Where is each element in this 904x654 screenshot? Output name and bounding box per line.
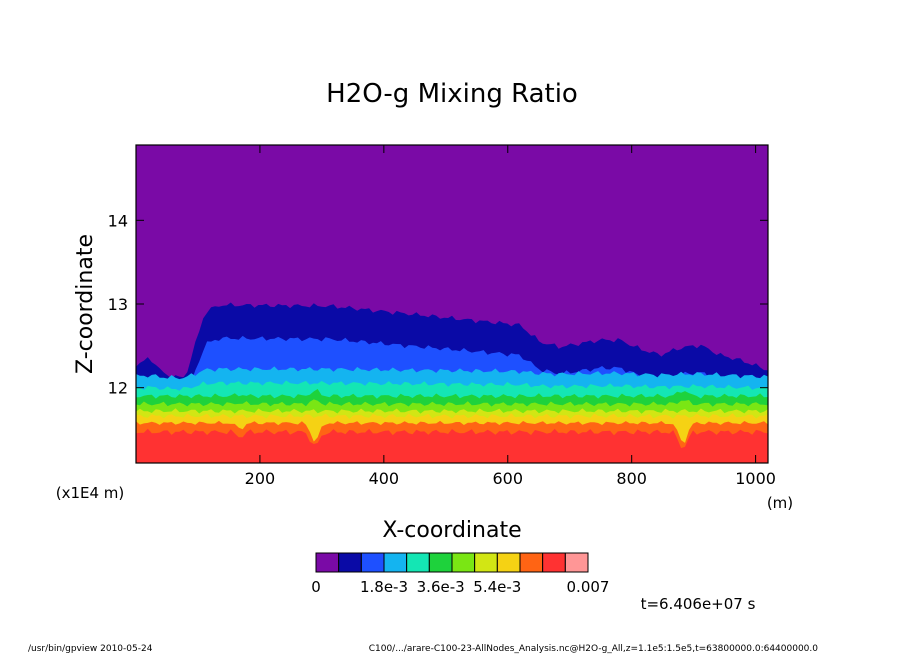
- colorbar-swatch: [474, 552, 498, 573]
- colorbar-swatch: [542, 552, 566, 573]
- x-tick-label: 1000: [735, 469, 776, 488]
- x-tick-label: 600: [492, 469, 523, 488]
- x-tick-label: 800: [616, 469, 647, 488]
- y-tick-label: 14: [108, 211, 128, 230]
- colorbar-label: 1.8e-3: [360, 578, 408, 596]
- colorbar-swatch: [428, 552, 453, 573]
- colorbar-swatch: [519, 552, 544, 573]
- x-tick-label: 400: [369, 469, 400, 488]
- footer-right: C100/.../arare-C100-23-AllNodes_Analysis…: [369, 644, 819, 654]
- y-axis-label: Z-coordinate: [73, 234, 98, 374]
- colorbar-swatch: [451, 552, 476, 573]
- colorbar-swatch: [496, 552, 521, 573]
- colorbar-label: 3.6e-3: [417, 578, 465, 596]
- time-label: t=6.406e+07 s: [641, 595, 756, 613]
- colorbar-swatch: [406, 552, 430, 573]
- colorbar-label: 0.007: [567, 578, 610, 596]
- x-axis-label: X-coordinate: [382, 518, 521, 543]
- heatmap-area: [136, 145, 768, 463]
- colorbar-swatch: [383, 552, 408, 573]
- colorbar-labels: 0 1.8e-3 3.6e-3 5.4e-3 0.007: [311, 578, 609, 596]
- y-tick-label: 12: [108, 379, 128, 398]
- colorbar-swatch: [360, 552, 385, 573]
- footer-left: /usr/bin/gpview 2010-05-24: [28, 644, 153, 654]
- colorbar-label: 5.4e-3: [473, 578, 521, 596]
- x-tick-label: 200: [245, 469, 276, 488]
- colorbar-swatch: [338, 552, 362, 573]
- colorbar-swatch: [315, 552, 340, 573]
- colorbar-label: 0: [311, 578, 321, 596]
- x-unit-label: (m): [767, 494, 793, 512]
- contour-band-10: [136, 428, 768, 463]
- chart-title: H2O-g Mixing Ratio: [326, 79, 578, 109]
- colorbar-swatch: [564, 552, 589, 573]
- y-tick-label: 13: [108, 295, 128, 314]
- colorbar: [315, 552, 589, 573]
- y-unit-label: (x1E4 m): [56, 484, 125, 502]
